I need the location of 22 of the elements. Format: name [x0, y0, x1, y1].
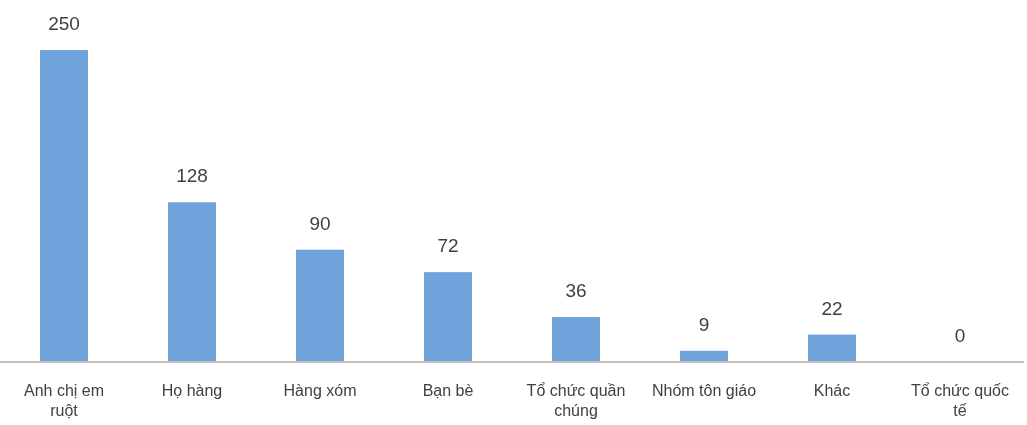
x-tick-label: Anh chị em ruột	[23, 382, 105, 420]
x-tick-label: Tổ chức quốc tế	[911, 382, 1009, 420]
x-tick-label: Nhóm tôn giáo	[651, 382, 757, 400]
x-tick-label: Bạn bè	[422, 382, 474, 400]
x-tick-label: Họ hàng	[161, 382, 223, 400]
data-label: 36	[565, 280, 587, 302]
data-label: 9	[698, 313, 710, 335]
data-label: 90	[309, 212, 331, 234]
x-tick-label: Khác	[813, 382, 851, 400]
bar	[808, 334, 856, 362]
bar	[168, 202, 216, 362]
data-label: 250	[48, 13, 80, 34]
x-tick-label: Hàng xóm	[283, 382, 357, 400]
bar	[296, 249, 344, 362]
x-tick-label: Tổ chức quần chúng	[526, 382, 626, 420]
bar	[424, 272, 472, 362]
bar	[40, 50, 88, 362]
data-label: 0	[954, 325, 966, 346]
bar	[552, 317, 600, 362]
data-label: 72	[437, 235, 459, 257]
data-label: 128	[176, 165, 208, 187]
data-label: 22	[821, 297, 843, 319]
